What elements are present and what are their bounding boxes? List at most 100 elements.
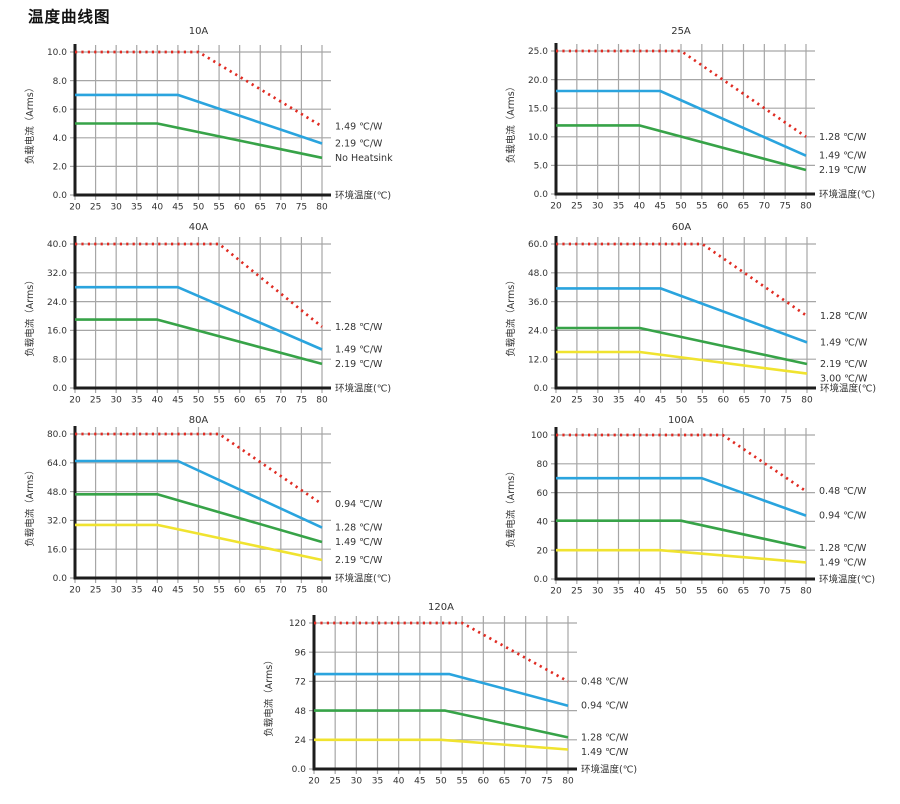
chart-25A: 0.0 5.0 10.0 15.0 20.0 25.0 25A 20 25 30 35 40 45 50 5…: [505, 26, 875, 212]
y-tick-label: 24: [295, 736, 307, 746]
chart-title: 25A: [671, 26, 691, 37]
x-axis-label: 环境温度(℃): [819, 574, 875, 586]
x-tick-label: 80: [316, 586, 328, 596]
x-tick-label: 25: [571, 202, 582, 212]
series-label: 3.00 ℃/W: [820, 374, 868, 385]
y-tick-label: 20.0: [528, 76, 548, 86]
x-tick-label: 40: [152, 203, 164, 213]
x-tick-label: 70: [275, 586, 287, 596]
x-tick-label: 35: [131, 396, 142, 406]
series-label: 2.19 ℃/W: [335, 359, 383, 370]
y-tick-label: 40.0: [47, 240, 67, 250]
y-tick-label: 16.0: [47, 545, 67, 555]
y-axis-label: 负载电流（Arms）: [24, 275, 36, 356]
chart-title: 60A: [672, 222, 692, 233]
chart-title: 80A: [189, 415, 209, 426]
y-tick-label: 96: [295, 648, 307, 658]
x-tick-label: 80: [562, 777, 574, 787]
x-tick-label: 20: [69, 586, 81, 596]
y-tick-label: 64.0: [47, 459, 67, 469]
y-tick-label: 20: [537, 546, 549, 556]
x-tick-label: 55: [213, 203, 224, 213]
y-tick-label: 16.0: [47, 327, 67, 337]
x-tick-label: 20: [69, 203, 81, 213]
x-tick-label: 60: [478, 777, 490, 787]
x-tick-label: 40: [634, 202, 646, 212]
y-tick-label: 5.0: [534, 162, 549, 172]
series-line-green: [75, 492, 323, 544]
chart-10A: 0.0 2.0 4.0 6.0 8.0 10.0 10A 20 25 30 35 40 45 50 55 60…: [24, 26, 393, 213]
x-tick-label: 45: [172, 203, 183, 213]
y-tick-label: 60.0: [528, 240, 548, 250]
series-line-blue: [556, 476, 807, 517]
series-label: 1.49 ℃/W: [335, 121, 383, 132]
x-tick-label: 75: [296, 396, 307, 406]
x-tick-label: 80: [800, 202, 812, 212]
y-axis-label: 负载电流（Arms）: [24, 465, 36, 546]
series-line-blue: [75, 459, 323, 529]
series-label: 1.28 ℃/W: [335, 322, 383, 333]
y-tick-label: 80.0: [47, 430, 67, 440]
y-tick-label: 0.0: [534, 575, 549, 585]
page-title: 温度曲线图: [28, 8, 111, 26]
y-tick-label: 72: [295, 678, 306, 688]
y-tick-label: 25.0: [528, 47, 548, 57]
y-tick-label: 8.0: [53, 77, 68, 87]
x-tick-label: 65: [499, 777, 510, 787]
series-label: 1.28 ℃/W: [819, 543, 867, 554]
x-tick-label: 50: [193, 396, 205, 406]
series-line-blue: [75, 285, 323, 351]
x-tick-label: 35: [372, 777, 383, 787]
chart-60A: 0.0 12.0 24.0 36.0 48.0 60.0 60A 20 25 30 35 40 45 50…: [505, 222, 876, 406]
x-tick-label: 25: [90, 203, 101, 213]
chart-title: 10A: [189, 26, 209, 37]
x-tick-label: 65: [255, 396, 266, 406]
x-tick-label: 80: [316, 396, 328, 406]
x-tick-label: 45: [172, 396, 183, 406]
x-tick-label: 75: [541, 777, 552, 787]
x-tick-label: 35: [131, 203, 142, 213]
series-line-blue: [75, 93, 323, 145]
y-tick-label: 0.0: [53, 574, 68, 584]
y-tick-label: 0.0: [534, 384, 549, 394]
x-tick-label: 50: [675, 202, 687, 212]
x-axis-label: 环境温度(℃): [335, 573, 391, 585]
y-tick-label: 36.0: [528, 298, 548, 308]
y-tick-label: 48.0: [47, 488, 67, 498]
x-tick-label: 50: [675, 587, 687, 597]
x-tick-label: 65: [738, 202, 749, 212]
x-tick-label: 60: [717, 587, 729, 597]
x-tick-label: 60: [234, 586, 246, 596]
series-line-green: [556, 326, 808, 366]
series-line-yellow: [314, 738, 569, 751]
x-tick-label: 55: [697, 396, 708, 406]
x-tick-label: 65: [738, 587, 749, 597]
series-label: 1.49 ℃/W: [581, 747, 629, 758]
x-axis-label: 环境温度(℃): [335, 190, 391, 202]
x-tick-label: 25: [329, 777, 340, 787]
x-tick-label: 35: [613, 396, 624, 406]
x-tick-label: 50: [676, 396, 688, 406]
x-tick-label: 30: [110, 203, 122, 213]
series-line-yellow: [75, 523, 323, 562]
x-tick-label: 75: [296, 586, 307, 596]
y-tick-label: 10.0: [528, 133, 548, 143]
series-line-green: [75, 318, 323, 366]
y-tick-label: 6.0: [53, 105, 68, 115]
x-tick-label: 40: [634, 587, 646, 597]
y-tick-label: 12.0: [528, 355, 548, 365]
x-tick-label: 55: [213, 586, 224, 596]
series-label: 1.49 ℃/W: [335, 344, 383, 355]
series-label: 1.28 ℃/W: [819, 132, 867, 143]
series-line-yellow: [556, 548, 807, 564]
series-line-green: [314, 709, 569, 739]
y-tick-label: 32.0: [47, 517, 67, 527]
y-tick-label: 8.0: [53, 355, 68, 365]
y-tick-label: 80: [537, 460, 549, 470]
x-tick-label: 30: [592, 587, 604, 597]
x-tick-label: 55: [696, 202, 707, 212]
x-tick-label: 20: [550, 202, 562, 212]
x-axis-label: 环境温度(℃): [820, 383, 876, 395]
chart-80A: 0.0 16.0 32.0 48.0 64.0 80.0 80A 20 25 30 35 40 45 50…: [24, 415, 391, 596]
